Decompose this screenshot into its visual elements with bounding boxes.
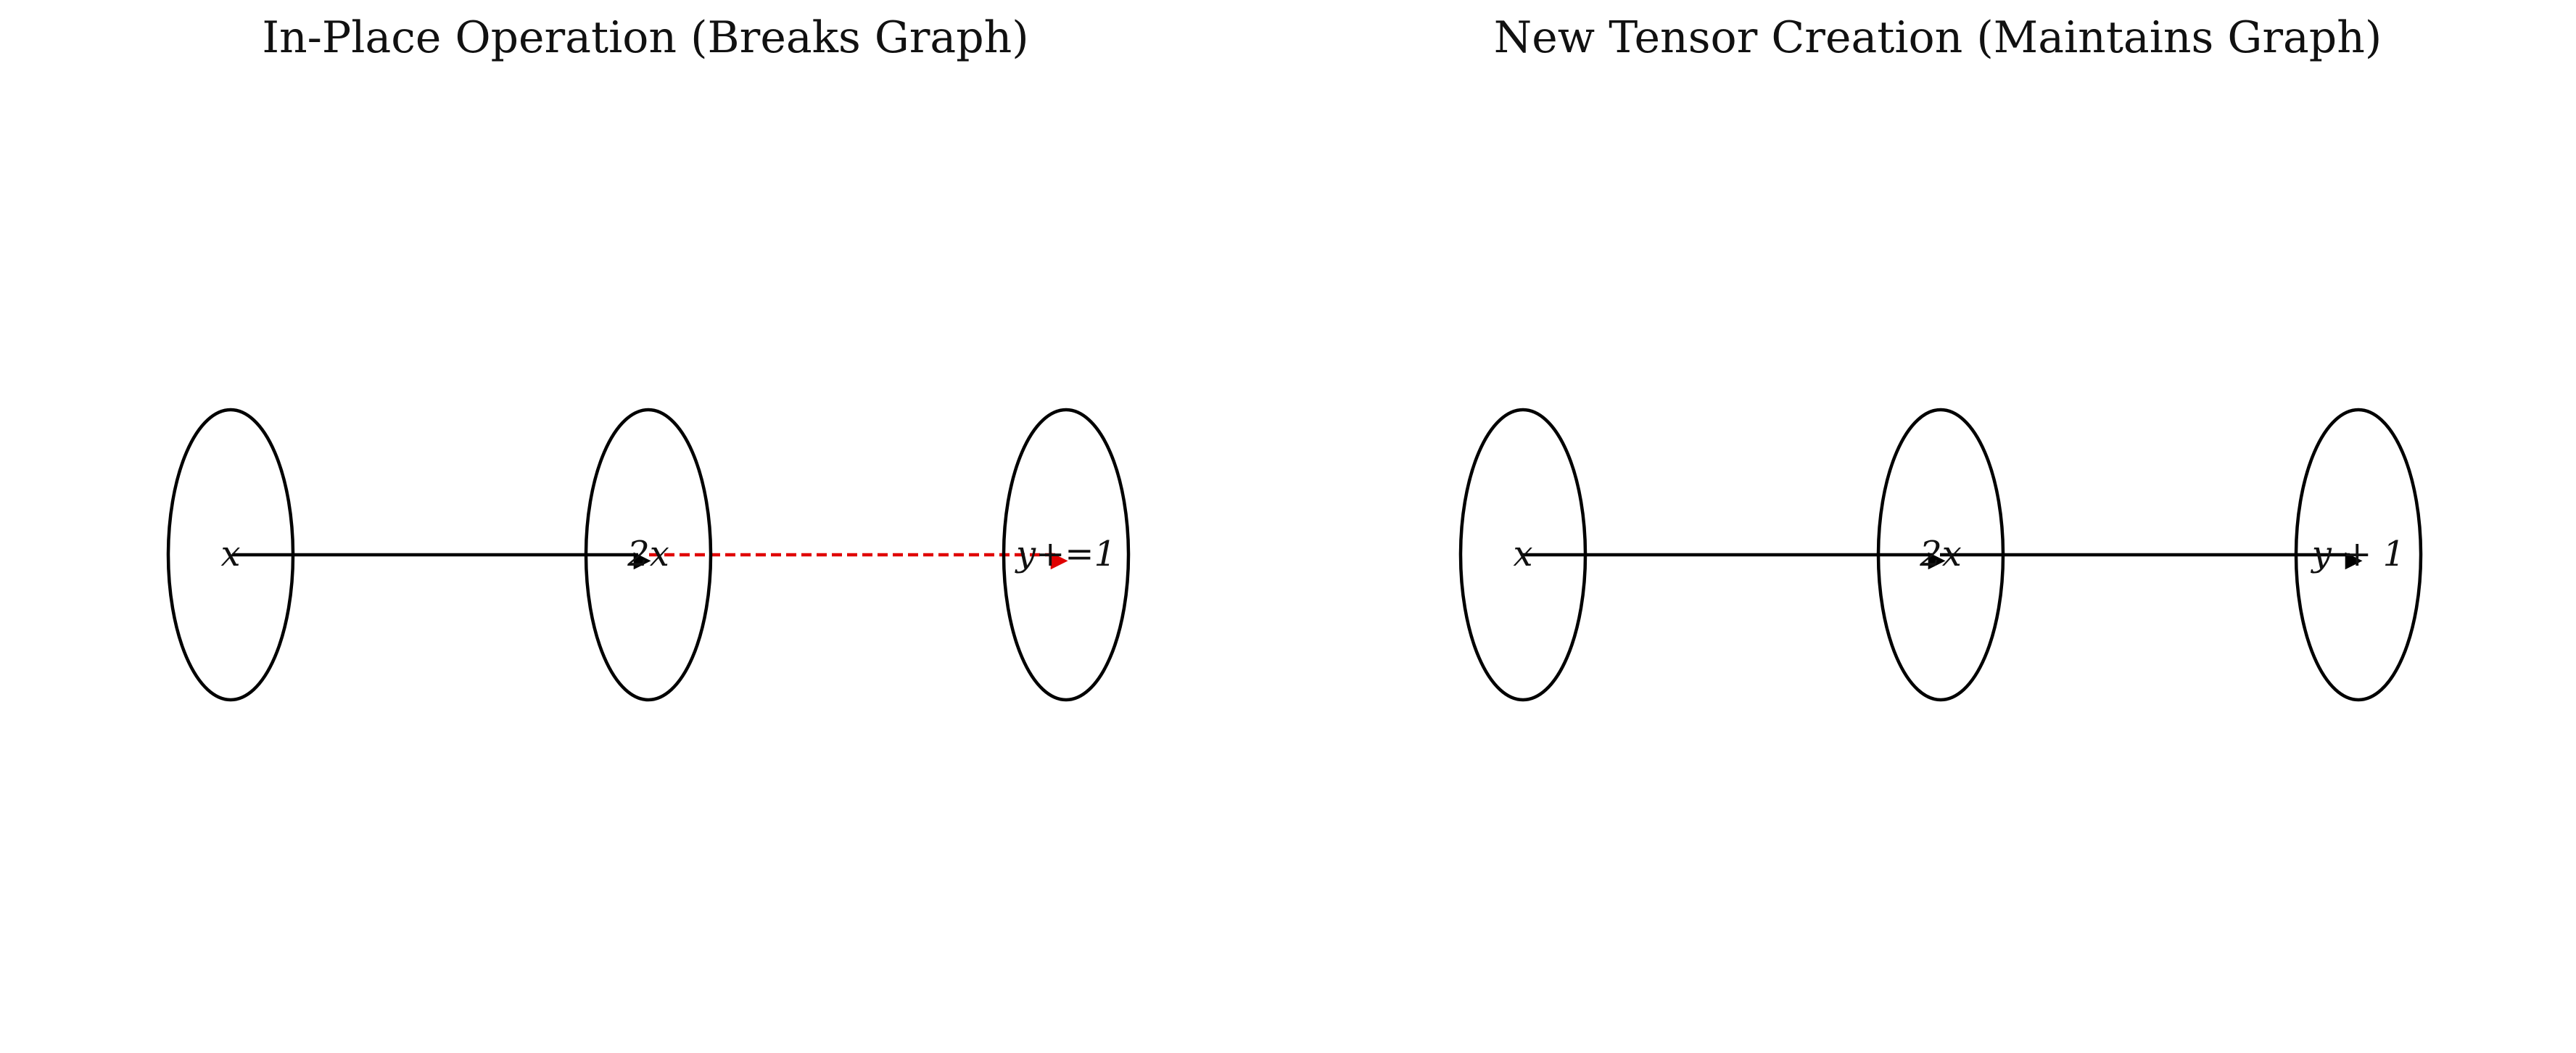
panel-in-place: In-Place Operation (Breaks Graph) x 2x y…	[166, 12, 1131, 702]
node-label: y + 1	[2311, 534, 2405, 574]
node-ellipse	[1458, 408, 1588, 702]
panel-title: In-Place Operation (Breaks Graph)	[262, 12, 1028, 63]
node-2x: 2x	[1876, 408, 2005, 702]
node-label: 2x	[627, 534, 669, 574]
panel-new-tensor: New Tensor Creation (Maintains Graph) x …	[1458, 12, 2423, 702]
node-label: y+=1	[1015, 534, 1116, 574]
node-label: 2x	[1919, 534, 1962, 574]
node-ellipse	[1876, 408, 2005, 702]
node-label: x	[220, 534, 240, 574]
node-ellipse	[584, 408, 713, 702]
node-y-plus-equals-1: y+=1	[1002, 408, 1131, 702]
panel-title: New Tensor Creation (Maintains Graph)	[1494, 12, 2382, 63]
node-2x: 2x	[584, 408, 713, 702]
node-y-plus-1: y + 1	[2294, 408, 2423, 702]
node-ellipse	[1002, 408, 1131, 702]
node-ellipse	[2294, 408, 2423, 702]
node-ellipse	[166, 408, 295, 702]
node-x: x	[1458, 408, 1588, 702]
node-x: x	[166, 408, 295, 702]
node-label: x	[1513, 534, 1532, 574]
